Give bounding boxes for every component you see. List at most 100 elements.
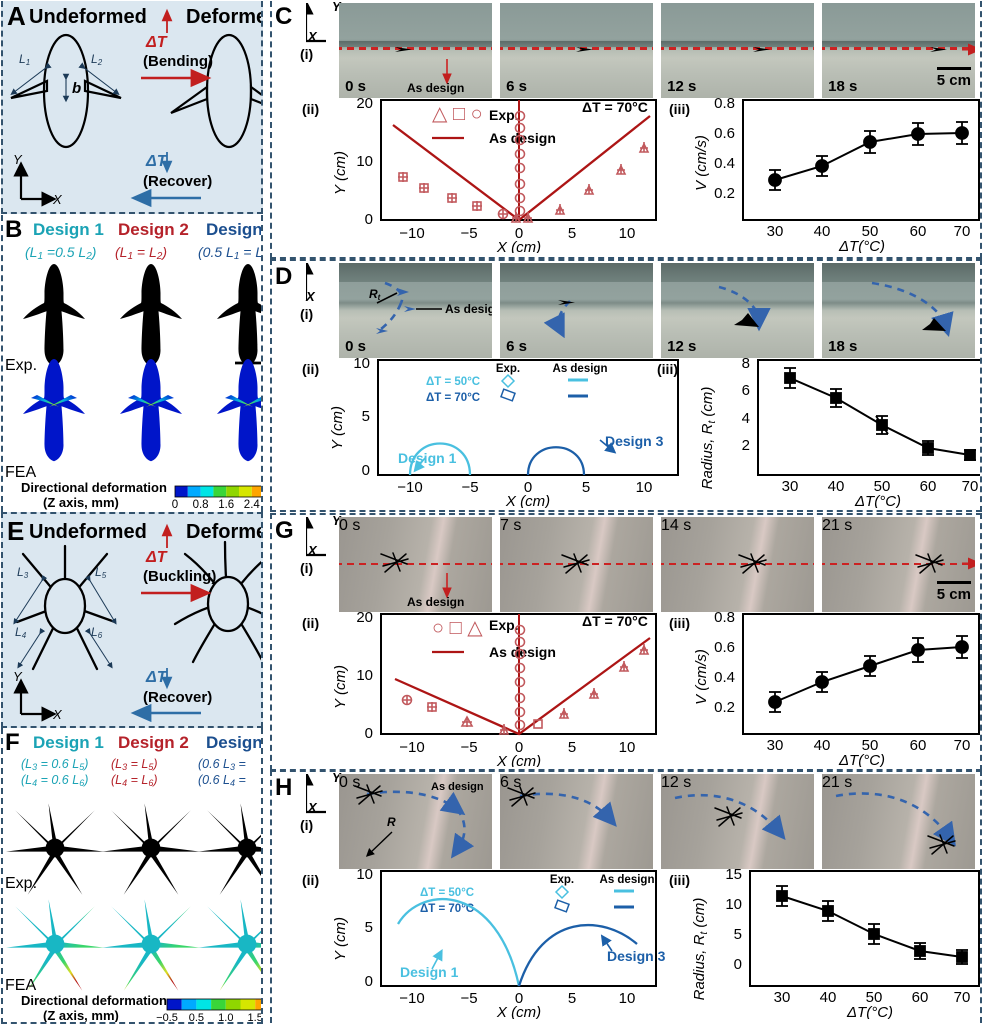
svg-text:10: 10 bbox=[619, 990, 636, 1007]
svg-text:2: 2 bbox=[742, 437, 750, 454]
svg-text:Design 3: Design 3 bbox=[206, 733, 263, 752]
svg-text:Y (cm): Y (cm) bbox=[332, 665, 349, 709]
svg-text:As design: As design bbox=[445, 302, 492, 316]
svg-text:Exp.: Exp. bbox=[550, 874, 574, 886]
svg-text:0: 0 bbox=[172, 499, 178, 511]
svg-text:8: 8 bbox=[742, 358, 750, 372]
svg-text:X (cm): X (cm) bbox=[505, 493, 550, 508]
svg-text:FEA: FEA bbox=[5, 977, 36, 994]
svg-text:L4: L4 bbox=[15, 625, 27, 640]
svg-text:2.4: 2.4 bbox=[244, 499, 261, 511]
svg-text:70: 70 bbox=[954, 989, 971, 1006]
svg-text:30: 30 bbox=[782, 478, 799, 495]
svg-text:5: 5 bbox=[568, 739, 576, 756]
svg-text:b: b bbox=[72, 80, 81, 97]
svg-text:L3: L3 bbox=[17, 565, 29, 580]
svg-text:−0.5: −0.5 bbox=[156, 1012, 178, 1024]
svg-text:40: 40 bbox=[828, 478, 845, 495]
svg-text:(Buckling): (Buckling) bbox=[143, 568, 216, 585]
svg-text:10: 10 bbox=[619, 739, 636, 756]
svg-text:(L4 = L6): (L4 = L6) bbox=[111, 773, 158, 788]
svg-text:30: 30 bbox=[767, 737, 784, 754]
svg-text:Design 3: Design 3 bbox=[605, 433, 664, 449]
svg-text:(Recover): (Recover) bbox=[143, 689, 212, 706]
svg-text:L1: L1 bbox=[19, 52, 30, 67]
svg-text:Exp.: Exp. bbox=[5, 875, 37, 892]
svg-text:60: 60 bbox=[912, 989, 929, 1006]
svg-text:ΔT = 70°C: ΔT = 70°C bbox=[582, 99, 648, 115]
svg-text:(Z axis, mm): (Z axis, mm) bbox=[43, 495, 119, 510]
svg-text:0.8: 0.8 bbox=[714, 98, 735, 112]
svg-text:X: X bbox=[52, 707, 63, 722]
svg-text:5: 5 bbox=[365, 919, 373, 936]
svg-text:ΔT: ΔT bbox=[145, 669, 168, 686]
svg-text:(L3 = 0.6 L5): (L3 = 0.6 L5) bbox=[21, 757, 88, 772]
svg-text:(L1 =0.5 L2): (L1 =0.5 L2) bbox=[25, 244, 96, 262]
svg-text:Design 1: Design 1 bbox=[400, 964, 459, 980]
svg-text:Y (cm): Y (cm) bbox=[332, 917, 349, 961]
svg-text:5: 5 bbox=[568, 225, 576, 242]
svg-text:(Z axis, mm): (Z axis, mm) bbox=[43, 1008, 119, 1023]
svg-text:−5: −5 bbox=[460, 990, 477, 1007]
svg-text:0.4: 0.4 bbox=[714, 155, 735, 172]
svg-text:F: F bbox=[5, 729, 20, 756]
svg-text:Undeformed: Undeformed bbox=[29, 521, 147, 543]
svg-text:4: 4 bbox=[742, 410, 750, 427]
svg-text:(L1 = L2): (L1 = L2) bbox=[115, 244, 167, 262]
svg-text:ΔT: ΔT bbox=[145, 153, 168, 170]
svg-text:Y: Y bbox=[13, 669, 23, 684]
svg-text:0.2: 0.2 bbox=[714, 185, 735, 202]
svg-text:70: 70 bbox=[962, 478, 979, 495]
svg-text:0: 0 bbox=[365, 973, 373, 990]
svg-text:(Recover): (Recover) bbox=[143, 173, 212, 190]
svg-text:40: 40 bbox=[814, 737, 831, 754]
svg-text:○ □ △: ○ □ △ bbox=[432, 617, 483, 639]
svg-text:30: 30 bbox=[774, 989, 791, 1006]
svg-text:A: A bbox=[7, 1, 26, 31]
svg-text:(0.6 L4 =: (0.6 L4 = bbox=[198, 773, 246, 788]
svg-text:0.2: 0.2 bbox=[714, 699, 735, 716]
svg-text:Deformed: Deformed bbox=[186, 521, 263, 543]
svg-text:As design: As design bbox=[553, 363, 608, 375]
svg-text:20: 20 bbox=[356, 98, 373, 112]
svg-text:Radius, Rt (cm): Radius, Rt (cm) bbox=[692, 898, 710, 1001]
svg-text:10: 10 bbox=[725, 896, 742, 913]
svg-text:5: 5 bbox=[362, 408, 370, 425]
svg-text:1.0: 1.0 bbox=[218, 1012, 233, 1024]
svg-text:0: 0 bbox=[365, 725, 373, 742]
svg-text:70: 70 bbox=[954, 223, 971, 240]
svg-text:Design 1: Design 1 bbox=[398, 450, 457, 466]
svg-text:20: 20 bbox=[356, 612, 373, 626]
svg-text:ΔT(°C): ΔT(°C) bbox=[846, 1004, 893, 1019]
svg-text:1.6: 1.6 bbox=[218, 499, 234, 511]
svg-text:−10: −10 bbox=[399, 225, 424, 242]
svg-text:Directional deformation: Directional deformation bbox=[21, 480, 167, 495]
svg-text:5: 5 bbox=[582, 479, 590, 496]
svg-text:−5: −5 bbox=[461, 479, 478, 496]
svg-text:Deformed: Deformed bbox=[186, 6, 263, 28]
svg-text:−10: −10 bbox=[397, 479, 422, 496]
svg-text:Design 1: Design 1 bbox=[33, 733, 104, 752]
svg-text:15: 15 bbox=[725, 869, 742, 883]
svg-text:−10: −10 bbox=[399, 739, 424, 756]
svg-text:ΔT = 70°C: ΔT = 70°C bbox=[582, 613, 648, 629]
svg-text:FEA: FEA bbox=[5, 464, 36, 481]
svg-text:−10: −10 bbox=[399, 990, 424, 1007]
svg-text:ΔT(°C): ΔT(°C) bbox=[838, 238, 885, 253]
svg-text:0.8: 0.8 bbox=[193, 499, 209, 511]
svg-text:ΔT: ΔT bbox=[145, 549, 168, 566]
svg-text:0.5: 0.5 bbox=[189, 1012, 204, 1024]
svg-text:1: 1 bbox=[250, 332, 258, 348]
svg-text:V (cm/s): V (cm/s) bbox=[693, 135, 710, 191]
svg-text:E: E bbox=[7, 516, 24, 546]
svg-text:R: R bbox=[387, 815, 396, 829]
svg-text:ΔT = 50°C: ΔT = 50°C bbox=[420, 887, 474, 899]
svg-text:30: 30 bbox=[767, 223, 784, 240]
svg-text:V (cm/s): V (cm/s) bbox=[693, 649, 710, 705]
svg-text:As design: As design bbox=[600, 874, 655, 886]
svg-text:40: 40 bbox=[820, 989, 837, 1006]
svg-text:ΔT = 70°C: ΔT = 70°C bbox=[426, 392, 480, 404]
svg-text:X: X bbox=[52, 192, 63, 207]
svg-text:ΔT(°C): ΔT(°C) bbox=[838, 752, 885, 767]
svg-text:(0.6 L3 =: (0.6 L3 = bbox=[198, 757, 246, 772]
